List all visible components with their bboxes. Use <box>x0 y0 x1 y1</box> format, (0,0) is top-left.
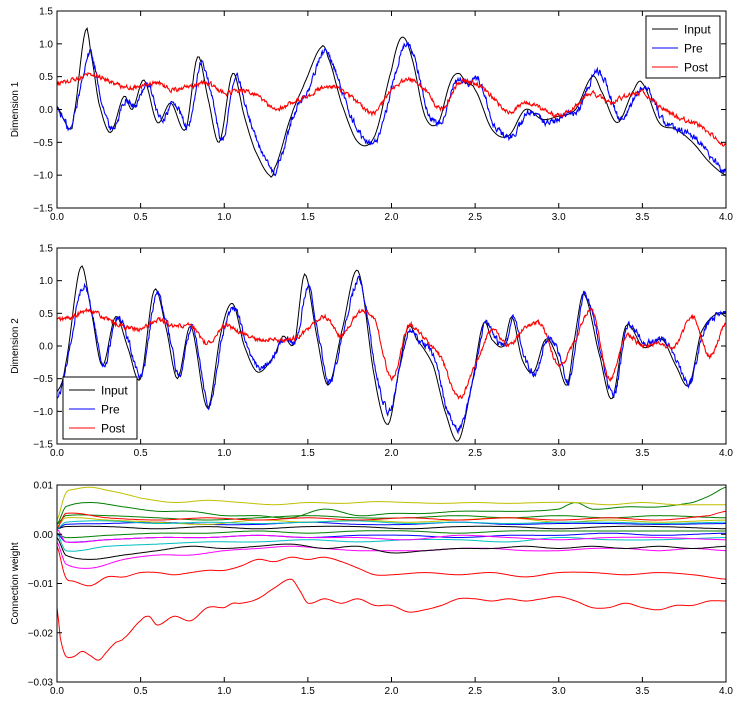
series-line-weight-10 <box>57 517 726 527</box>
series-line-weight-5 <box>57 532 726 552</box>
series-line-weight-14 <box>57 510 726 530</box>
legend-entry-input: Input <box>101 384 128 398</box>
legend-entry-pre: Pre <box>684 42 703 56</box>
subplot-3: 0.0 0.5 1.0 1.5 2.0 2.5 3.0 3.5 4.0 0.01 0.00 −0.01… <box>10 481 733 698</box>
x-tick-label: 2.0 <box>385 212 399 223</box>
legend-entry-input: Input <box>684 23 711 37</box>
y-tick-label: 0.00 <box>34 530 54 541</box>
series-line-weight-4 <box>57 537 726 560</box>
x-tick-label: 0.5 <box>134 448 148 459</box>
series-line-weight-7 <box>57 530 726 539</box>
y-tick-label: −0.03 <box>28 678 54 689</box>
x-tick-label: 0.0 <box>50 686 64 697</box>
y-tick-label: 1.0 <box>39 39 53 50</box>
x-tick-label: 3.0 <box>552 448 566 459</box>
series-line-weight-12 <box>57 486 726 525</box>
y-tick-label: −0.02 <box>28 628 54 639</box>
x-tick-label: 3.5 <box>635 686 649 697</box>
x-tick-label: 0.5 <box>134 686 148 697</box>
x-tick-label: 2.5 <box>468 212 482 223</box>
y-tick-label: −1.0 <box>33 407 53 418</box>
axes-frame <box>56 484 727 683</box>
series-line-weight-15 <box>57 528 726 544</box>
y-tick-label: 1.5 <box>39 244 53 255</box>
series-line-weight-1 <box>57 578 726 661</box>
x-tick-label: 2.5 <box>468 448 482 459</box>
x-tick-label: 1.0 <box>217 448 231 459</box>
y-tick-label: −0.5 <box>33 138 53 149</box>
legend-entry-post: Post <box>684 61 709 75</box>
y-tick-label: 1.5 <box>39 7 53 18</box>
series-line-post <box>57 307 726 400</box>
series-line-post <box>57 72 726 147</box>
y-tick-label: 0.0 <box>39 342 53 353</box>
x-tick-label: 2.0 <box>385 686 399 697</box>
series-line-weight-2 <box>57 546 726 587</box>
series-line-input <box>57 27 726 178</box>
x-tick-label: 1.0 <box>217 686 231 697</box>
y-tick-label: −0.01 <box>28 579 54 590</box>
x-tick-label: 4.0 <box>719 448 733 459</box>
y-tick-label: 0.01 <box>34 481 54 492</box>
y-tick-label: −1.5 <box>33 204 53 215</box>
y-axis-label: Connection weight <box>10 542 21 624</box>
x-tick-label: 1.5 <box>301 448 315 459</box>
series-line-pre <box>57 275 726 435</box>
x-tick-label: 2.5 <box>468 686 482 697</box>
legend-entry-pre: Pre <box>101 403 120 417</box>
legend-box <box>645 15 721 79</box>
y-tick-label: −1.5 <box>33 440 53 451</box>
subplot-1: 0.0 0.5 1.0 1.5 2.0 2.5 3.0 3.5 4.01.51.00.50.0−… <box>10 7 733 224</box>
x-tick-label: 0.5 <box>134 212 148 223</box>
x-tick-label: 0.0 <box>50 448 64 459</box>
x-tick-label: 3.0 <box>552 686 566 697</box>
x-tick-label: 1.0 <box>217 212 231 223</box>
subplot-2: 0.0 0.5 1.0 1.5 2.0 2.5 3.0 3.5 4.01.51.00.50.0−… <box>10 244 733 460</box>
y-tick-label: 1.0 <box>39 276 53 287</box>
x-tick-label: 4.0 <box>719 686 733 697</box>
x-tick-label: 3.5 <box>635 448 649 459</box>
y-tick-label: 0.5 <box>39 72 53 83</box>
x-tick-label: 1.5 <box>301 686 315 697</box>
x-tick-label: 3.5 <box>635 212 649 223</box>
series-line-weight-3 <box>57 541 726 569</box>
legend-box <box>62 376 138 440</box>
series-line-pre <box>57 40 726 177</box>
y-tick-label: −1.0 <box>33 171 53 182</box>
series-line-weight-8 <box>57 525 726 530</box>
legend-entry-post: Post <box>101 422 126 436</box>
x-tick-label: 0.0 <box>50 212 64 223</box>
y-tick-label: −0.5 <box>33 374 53 385</box>
x-tick-label: 1.5 <box>301 212 315 223</box>
x-tick-label: 2.0 <box>385 448 399 459</box>
y-axis-label: Dimension 2 <box>10 318 21 374</box>
y-axis-label: Dimension 1 <box>10 81 21 137</box>
legend: Input Pre Post <box>62 376 138 440</box>
x-tick-label: 4.0 <box>719 212 733 223</box>
legend: Input Pre Post <box>645 15 721 79</box>
y-tick-label: 0.5 <box>39 309 53 320</box>
series-line-weight-16 <box>57 520 726 530</box>
y-tick-label: 0.0 <box>39 105 53 116</box>
x-tick-label: 3.0 <box>552 212 566 223</box>
series-line-weight-13 <box>57 486 726 521</box>
